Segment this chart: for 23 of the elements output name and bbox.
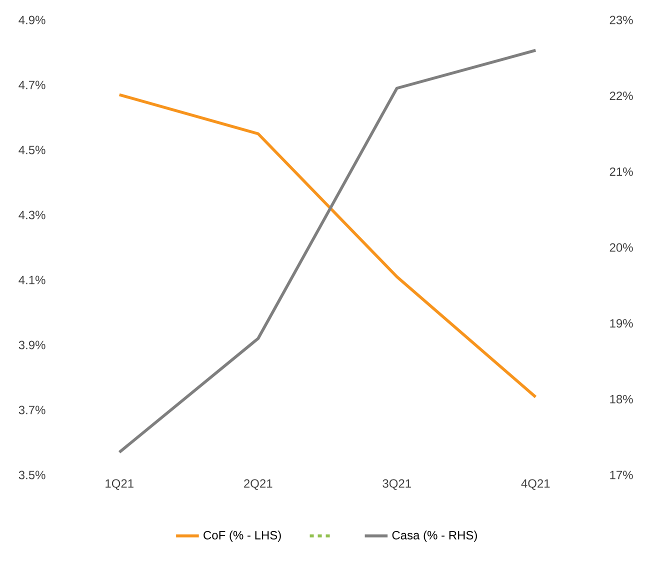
x-tick-label: 3Q21 — [382, 479, 411, 490]
y2-tick-label: 20% — [610, 243, 633, 252]
line-series — [118, 48, 538, 454]
y-tick-label: 4.1% — [18, 276, 46, 284]
legend-label: Casa (% - RHS) — [392, 530, 477, 542]
y2-tick-label: 22% — [610, 92, 633, 100]
y2-tick-label: 18% — [610, 394, 633, 404]
y-tick-label: 4.9% — [18, 16, 46, 24]
legend-label: CoF (% - LHS) — [204, 530, 281, 542]
y2-tick-label: 23% — [610, 16, 633, 24]
x-tick-label: 4Q21 — [521, 479, 550, 490]
y-tick-label: 4.5% — [18, 146, 46, 154]
x-tick-label: 2Q21 — [244, 479, 272, 490]
y-tick-label: 3.9% — [18, 340, 46, 350]
y-tick-label: 3.7% — [18, 406, 46, 414]
line-series — [118, 93, 538, 398]
x-tick-label: 1Q21 — [106, 479, 134, 490]
y2-tick-label: 21% — [610, 167, 633, 176]
y-tick-label: 3.5% — [18, 470, 46, 480]
y2-tick-label: 19% — [610, 319, 633, 328]
y2-tick-label: 17% — [610, 470, 633, 480]
y-tick-label: 4.3% — [18, 210, 46, 220]
y-tick-label: 4.7% — [18, 80, 46, 90]
